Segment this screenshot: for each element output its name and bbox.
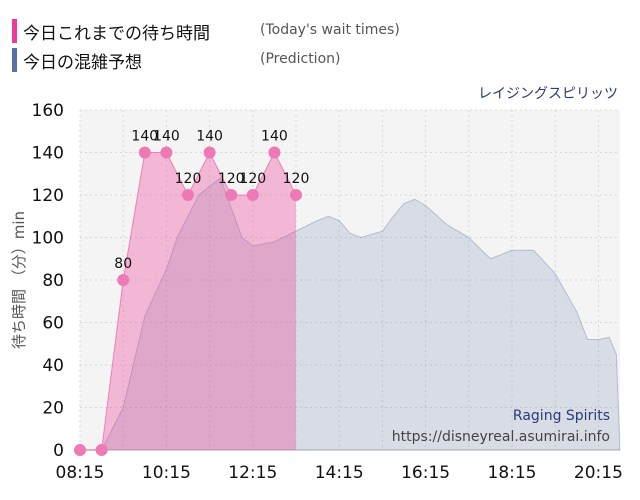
actual-point	[160, 146, 173, 159]
prediction-line	[80, 177, 621, 451]
actual-point	[246, 189, 259, 201]
y-axis-ticks: 0 20 40 60 80 100 120 140 160	[32, 101, 64, 461]
legend: 今日これまでの待ち時間 (Today's wait times) 今日の混雑予想…	[0, 0, 640, 80]
y-tick-label: 160	[32, 101, 64, 121]
actual-area	[80, 152, 296, 450]
y-tick-label: 100	[32, 229, 64, 249]
y-tick-label: 40	[42, 356, 64, 376]
data-label: 120	[239, 171, 266, 187]
actual-point	[203, 146, 216, 159]
data-label: 120	[283, 171, 310, 187]
x-tick-label: 20:15	[574, 463, 623, 483]
actual-point	[117, 274, 130, 286]
legend-label-prediction: 今日の混雑予想	[23, 52, 142, 73]
y-axis-label: 待ち時間 （分）min	[10, 211, 28, 349]
legend-sub-prediction: (Prediction)	[260, 51, 341, 67]
x-tick-label: 14:15	[315, 463, 364, 483]
actual-point	[74, 444, 86, 456]
legend-sub-actual: (Today's wait times)	[260, 22, 400, 38]
legend-item-prediction: 今日の混雑予想	[12, 47, 142, 73]
data-label: 120	[175, 171, 202, 187]
prediction-series	[80, 177, 621, 451]
data-label: 120	[218, 171, 245, 187]
x-axis-ticks: 08:15 10:15 12:15 14:15 16:15 18:15 20:15	[56, 463, 623, 483]
data-label: 140	[131, 129, 158, 145]
actual-point	[138, 146, 151, 159]
actual-point	[182, 189, 194, 201]
attraction-name: レイジングスピリッツ	[478, 86, 618, 102]
actual-point	[268, 146, 281, 159]
x-tick-label: 12:15	[228, 463, 277, 483]
y-tick-label: 80	[42, 271, 64, 291]
watermark-name: Raging Spirits	[513, 408, 610, 424]
x-tick-label: 16:15	[401, 463, 450, 483]
data-label: 80	[114, 256, 132, 272]
legend-item-actual: 今日これまでの待ち時間	[12, 18, 210, 44]
legend-label-actual: 今日これまでの待ち時間	[23, 23, 210, 44]
legend-swatch-actual	[12, 19, 17, 43]
x-tick-label: 10:15	[142, 463, 191, 483]
y-tick-label: 120	[32, 186, 64, 206]
y-tick-label: 140	[32, 144, 64, 164]
y-tick-label: 20	[42, 399, 64, 419]
watermark-url: https://disneyreal.asumirai.info	[392, 429, 610, 445]
legend-swatch-prediction	[12, 48, 17, 72]
prediction-area	[80, 178, 620, 450]
data-label: 140	[153, 129, 180, 145]
actual-point	[290, 189, 302, 201]
data-label: 140	[196, 129, 223, 145]
actual-point	[95, 444, 108, 456]
x-tick-label: 18:15	[488, 463, 537, 483]
y-tick-label: 60	[42, 314, 64, 334]
data-label: 140	[261, 129, 288, 145]
x-tick-label: 08:15	[56, 463, 105, 483]
y-tick-label: 0	[53, 441, 64, 461]
actual-point	[225, 189, 238, 201]
